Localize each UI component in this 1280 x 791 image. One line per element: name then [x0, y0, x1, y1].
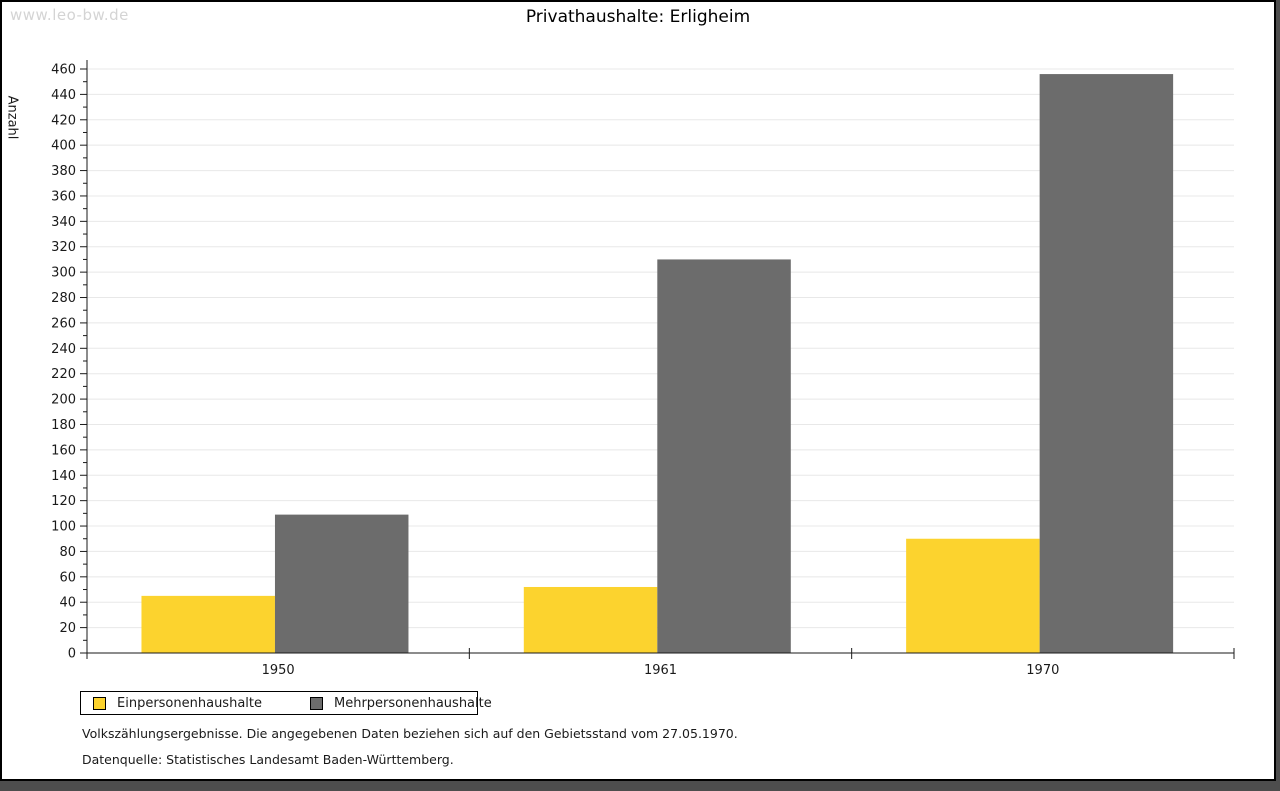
- svg-text:1970: 1970: [1026, 663, 1059, 678]
- svg-text:200: 200: [51, 393, 76, 408]
- bar-1961-0: [523, 586, 658, 653]
- svg-text:360: 360: [51, 189, 76, 204]
- svg-text:240: 240: [51, 342, 76, 357]
- bars: [141, 74, 1174, 654]
- svg-text:260: 260: [51, 316, 76, 331]
- svg-text:1961: 1961: [644, 663, 677, 678]
- svg-text:0: 0: [68, 647, 76, 662]
- svg-text:80: 80: [59, 545, 76, 560]
- svg-text:1950: 1950: [262, 663, 295, 678]
- bar-1950-1: [274, 514, 409, 653]
- axes: [80, 60, 1235, 659]
- svg-text:160: 160: [51, 443, 76, 458]
- bar-1961-1: [657, 259, 791, 653]
- svg-text:40: 40: [59, 596, 76, 611]
- svg-text:380: 380: [51, 164, 76, 179]
- legend-swatch-gray-icon: [310, 696, 323, 710]
- footnote-data-source: Datenquelle: Statistisches Landesamt Bad…: [82, 752, 454, 767]
- legend-item-mehrpersonenhaushalte: Mehrpersonenhaushalte: [310, 696, 492, 711]
- svg-text:100: 100: [51, 520, 76, 535]
- legend-label: Einpersonenhaushalte: [117, 695, 262, 711]
- svg-text:20: 20: [59, 621, 76, 636]
- svg-text:300: 300: [51, 266, 76, 281]
- svg-text:340: 340: [51, 215, 76, 230]
- x-tick-labels: 1950 1961 1970: [262, 663, 1060, 678]
- y-tick-labels: 0 20 40 60 80 100 120 140 160 180 200 220 240 260 280 3…: [51, 63, 76, 662]
- svg-text:420: 420: [51, 113, 76, 128]
- svg-text:280: 280: [51, 291, 76, 306]
- svg-text:440: 440: [51, 88, 76, 103]
- bar-1970-1: [1039, 74, 1174, 654]
- svg-text:320: 320: [51, 240, 76, 255]
- svg-text:60: 60: [59, 570, 76, 585]
- legend-label: Mehrpersonenhaushalte: [334, 695, 492, 711]
- legend-swatch-yellow-icon: [93, 696, 106, 710]
- svg-text:180: 180: [51, 418, 76, 433]
- svg-text:460: 460: [51, 63, 76, 78]
- svg-text:120: 120: [51, 494, 76, 509]
- svg-text:140: 140: [51, 469, 76, 484]
- chart-plot: 0 20 40 60 80 100 120 140 160 180 200 220 240 260 280 3…: [51, 60, 1235, 678]
- watermark: www.leo-bw.de: [10, 6, 129, 24]
- bar-1950-0: [141, 595, 275, 653]
- svg-text:220: 220: [51, 367, 76, 382]
- footnote-source-note: Volkszählungsergebnisse. Die angegebenen…: [82, 726, 738, 741]
- svg-text:400: 400: [51, 139, 76, 154]
- legend-item-einpersonenhaushalte: Einpersonenhaushalte: [93, 696, 262, 711]
- bar-1970-0: [906, 538, 1040, 653]
- chart-title: Privathaushalte: Erligheim: [525, 7, 751, 27]
- legend: Einpersonenhaushalte Mehrpersonenhaushal…: [80, 691, 492, 715]
